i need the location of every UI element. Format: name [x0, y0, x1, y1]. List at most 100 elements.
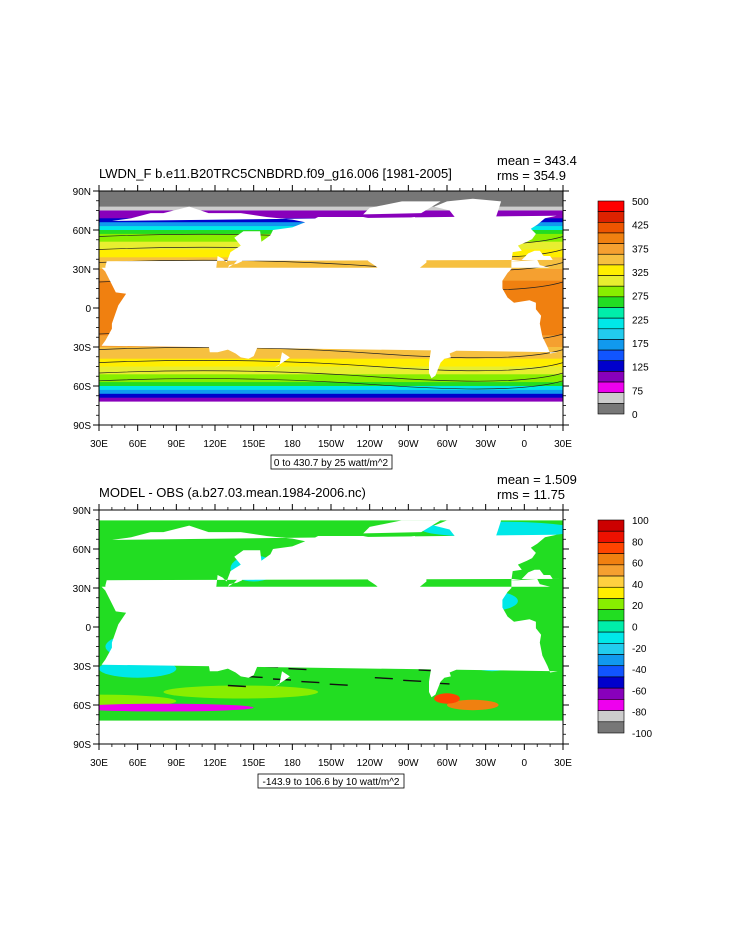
- hatch-line: [374, 677, 393, 680]
- colorbar-label: -100: [632, 729, 652, 740]
- colorbar-swatch: [597, 575, 625, 588]
- hatch-line: [227, 684, 246, 688]
- colorbar-label: -60: [632, 686, 647, 697]
- lon-label: 60W: [437, 758, 458, 769]
- lwdn-band: [99, 374, 563, 379]
- panel-1-subtitle-box: [270, 454, 393, 470]
- colorbar-swatch: [597, 631, 625, 644]
- land-mass: [493, 222, 507, 227]
- colorbar-label: 40: [632, 580, 644, 591]
- colorbar-swatch: [597, 349, 625, 362]
- lon-label: 30W: [475, 758, 496, 769]
- land-mass: [227, 254, 243, 268]
- lon-label: 90W: [398, 758, 419, 769]
- lon-label: 60E: [129, 758, 147, 769]
- lat-label: 30N: [73, 265, 91, 276]
- panel-1-axes: 90N 60N 30N 0 30S 60S 90S 30E 60E 90E 120E 150E 180 1…: [73, 185, 572, 450]
- lwdn-band: [99, 202, 563, 208]
- contour-line: [99, 259, 563, 272]
- land-mass: [200, 617, 214, 633]
- colorbar-label: 500: [632, 197, 649, 208]
- land-mass: [207, 641, 258, 678]
- lwdn-band: [99, 397, 563, 403]
- lon-label: 120W: [357, 758, 384, 769]
- panel-1-colorbar: 500 425 375 325 275 225 175 125 75 0: [597, 197, 649, 421]
- lon-label: 90E: [167, 758, 185, 769]
- land-mass: [105, 525, 560, 626]
- colorbar-swatch: [597, 620, 625, 633]
- colorbar-label: 0: [632, 623, 638, 634]
- land-mass: [274, 352, 290, 368]
- colorbar-swatch: [597, 542, 625, 554]
- land-mass: [363, 201, 441, 215]
- contour-line: [99, 370, 563, 382]
- antarctica: [99, 720, 563, 744]
- colorbar-label: 175: [632, 339, 649, 350]
- land-mass: [274, 671, 290, 687]
- colorbar-label: 275: [632, 292, 649, 303]
- hatch-line: [301, 680, 320, 684]
- lon-label: 90W: [398, 439, 419, 450]
- lon-label: 30E: [554, 758, 572, 769]
- colorbar-swatch: [597, 564, 625, 577]
- lwdn-band: [99, 378, 563, 383]
- land-mass: [182, 619, 197, 635]
- lwdn-band: [99, 210, 563, 215]
- colorbar-swatch: [597, 264, 625, 276]
- colorbar-swatch: [597, 381, 625, 393]
- land-mass: [419, 611, 480, 698]
- lwdn-band: [99, 386, 563, 391]
- hatch-line: [288, 667, 307, 671]
- lon-label: 120E: [203, 439, 227, 450]
- lwdn-band: [99, 393, 563, 399]
- panel-2-subtitle: -143.9 to 106.6 by 10 watt/m^2: [263, 777, 400, 788]
- lon-label: 0: [522, 758, 528, 769]
- colorbar-swatch: [597, 243, 625, 255]
- lat-label: 0: [85, 623, 91, 634]
- lon-label: 120E: [203, 758, 227, 769]
- lwdn-band: [99, 370, 563, 375]
- colorbar-swatch: [597, 328, 625, 340]
- lat-label: 60S: [73, 701, 91, 712]
- colorbar-label: 75: [632, 386, 644, 397]
- land-mass: [516, 232, 522, 243]
- panel-1-title: LWDN_F b.e11.B20TRC5CNBDRD.f09_g16.006 […: [99, 166, 452, 181]
- colorbar-swatch: [597, 339, 625, 351]
- lat-label: 0: [85, 304, 91, 315]
- colorbar-swatch: [597, 687, 625, 700]
- colorbar-swatch: [597, 317, 625, 330]
- colorbar-label: 80: [632, 537, 644, 548]
- colorbar-swatch: [597, 519, 625, 532]
- land-mass: [227, 573, 243, 587]
- panel-2-map: [99, 510, 563, 744]
- diff-region: [99, 703, 254, 712]
- lat-label: 30S: [73, 343, 91, 354]
- land-mass: [434, 517, 502, 549]
- north-pole-mask: [99, 191, 563, 202]
- lon-label: 30E: [90, 758, 108, 769]
- lat-label: 90S: [73, 740, 91, 751]
- lwdn-band: [99, 206, 563, 211]
- colorbar-swatch: [597, 676, 625, 689]
- lat-label: 90S: [73, 421, 91, 432]
- lon-label: 0: [522, 439, 528, 450]
- panel-2-axes: 90N 60N 30N 0 30S 60S 90S 30E 60E 90E 120E 150E 180 1…: [73, 504, 572, 769]
- colorbar-swatch: [597, 654, 625, 667]
- land-mass: [200, 298, 214, 314]
- lwdn-band: [99, 265, 563, 270]
- panel-2-rms: rms = 11.75: [497, 487, 565, 502]
- panel-1-mean: mean = 343.4: [497, 153, 577, 168]
- lwdn-band: [99, 366, 563, 371]
- lon-label: 30E: [90, 439, 108, 450]
- colorbar-label: 425: [632, 221, 649, 232]
- hatch-line: [329, 683, 348, 686]
- land-mass: [229, 628, 254, 640]
- lat-label: 90N: [73, 187, 91, 198]
- land-mass: [363, 520, 441, 534]
- hatch-line: [403, 679, 422, 682]
- colorbar-swatch: [597, 643, 625, 655]
- lon-label: 30E: [554, 439, 572, 450]
- diff-region: [434, 693, 460, 704]
- lat-label: 60S: [73, 382, 91, 393]
